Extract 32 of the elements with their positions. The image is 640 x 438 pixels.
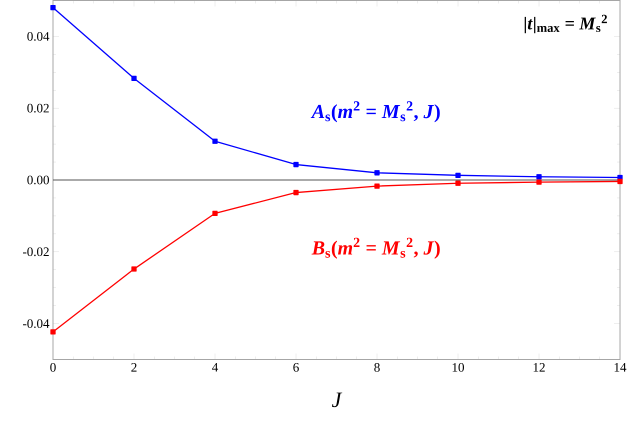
point — [455, 172, 461, 178]
x-tick-label: 12 — [534, 363, 545, 372]
point — [455, 180, 461, 186]
x-tick-label: 14 — [614, 363, 626, 372]
point — [131, 266, 137, 272]
text: B$_{s}$(m$^{2}$ = M$_{s}$$^{2}$, J) — [312, 238, 440, 259]
annotation: |t|$_{max}$ = M$_{s}$2 — [524, 15, 607, 34]
x-tick-label: 2 — [131, 363, 137, 372]
point — [50, 5, 56, 11]
x-axis-title: J — [332, 392, 342, 408]
point — [212, 210, 218, 216]
point — [374, 170, 380, 176]
point — [212, 138, 218, 144]
x-tick-label: 0 — [50, 363, 56, 372]
point — [536, 180, 542, 186]
y-tick-label: -0.02 — [22, 248, 49, 256]
point — [131, 76, 137, 82]
point — [617, 179, 623, 184]
x-tick-label: 6 — [293, 363, 299, 372]
text: A$_{s}$(m$^{2}$ = M$_{s}$$^{2}$, J) — [310, 102, 440, 123]
point — [50, 329, 56, 335]
y-tick-label: 0.00 — [27, 176, 49, 185]
y-tick-label: -0.04 — [22, 319, 50, 328]
point — [374, 184, 380, 189]
x-tick-label: 10 — [452, 363, 464, 372]
point — [293, 162, 299, 168]
y-tick-label: 0.02 — [27, 104, 49, 113]
y-tick-label: 0.04 — [27, 32, 50, 42]
point — [536, 174, 542, 180]
x-tick-label: 4 — [212, 363, 218, 372]
point — [293, 190, 299, 196]
x-tick-label: 8 — [374, 363, 380, 372]
